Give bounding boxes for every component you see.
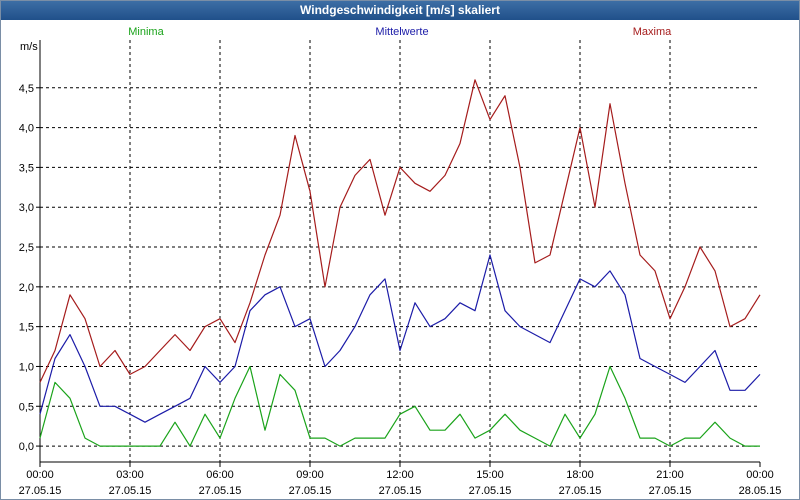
axis-layer: 00:00 27.05.15 03:00 27.05.15 06:00 27.05.15 0… [19,40,782,497]
grid-layer [40,40,760,462]
y-tick-label: 1,5 [19,322,34,334]
x-tick-time-label: 00:00 [746,469,774,481]
series-layer [39,79,761,447]
legend-mittelwerte: Mittelwerte [375,26,428,38]
x-tick-time-label: 12:00 [386,469,414,481]
x-tick-date-label: 28.05.15 [739,485,782,497]
y-tick-label: 2,0 [19,282,34,294]
x-tick-time-label: 18:00 [566,469,594,481]
x-tick-time-label: 06:00 [206,469,234,481]
legend-minima: Minima [128,26,164,38]
x-tick-date-label: 27.05.15 [649,485,692,497]
y-tick-label: 4,0 [19,123,34,135]
y-tick-label: 3,0 [19,202,34,214]
x-tick-date-label: 27.05.15 [289,485,332,497]
y-axis-label: m/s [20,41,38,53]
x-tick-date-label: 27.05.15 [109,485,152,497]
x-tick-date-label: 27.05.15 [559,485,602,497]
x-tick-time-label: 09:00 [296,469,324,481]
y-tick-label: 4,5 [19,83,34,95]
series-maxima-line [39,79,761,383]
x-tick-time-label: 15:00 [476,469,504,481]
x-tick-date-label: 27.05.15 [19,485,62,497]
x-tick-time-label: 03:00 [116,469,144,481]
x-tick-date-label: 27.05.15 [379,485,422,497]
label-layer: m/s Minima Mittelwerte Maxima [20,26,672,53]
series-mittelwerte-line [39,254,761,423]
y-tick-label: 2,5 [19,242,34,254]
legend-maxima: Maxima [633,26,672,38]
x-tick-date-label: 27.05.15 [199,485,242,497]
series-minima-line [39,365,760,447]
y-tick-label: 1,0 [19,361,34,373]
y-tick-label: 0,0 [19,441,34,453]
x-tick-time-label: 00:00 [26,469,54,481]
y-tick-label: 3,5 [19,162,34,174]
x-tick-date-label: 27.05.15 [469,485,512,497]
window-title: Windgeschwindigkeit [m/s] skaliert [1,1,799,20]
x-tick-time-label: 21:00 [656,469,684,481]
y-tick-label: 0,5 [19,401,34,413]
